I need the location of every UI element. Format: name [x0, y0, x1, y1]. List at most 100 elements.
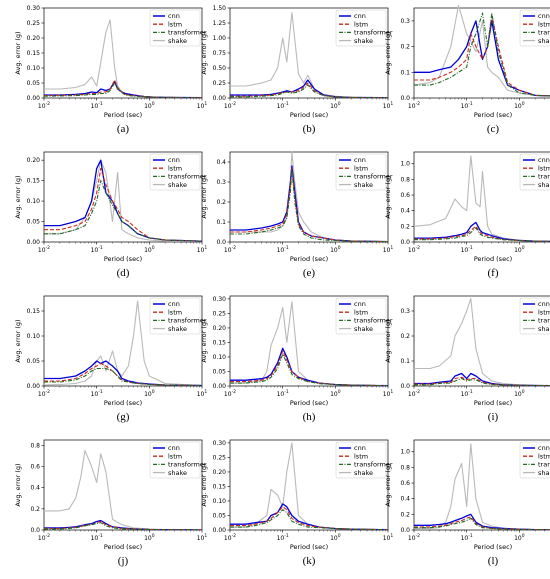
panel-k-series-lstm: [230, 506, 389, 531]
panel-c-ytick-label: 0.2: [400, 44, 410, 51]
panel-l-ytick-label: 0.4: [400, 496, 410, 503]
panel-h-legend-label-cnn: cnn: [354, 300, 366, 308]
panel-b-xtick-label: 100: [330, 101, 341, 110]
panel-e-xtick-label: 10-2: [224, 245, 236, 254]
panel-h-xtick-label: 101: [383, 389, 394, 398]
panel-d-ytick-label: 0.20: [27, 157, 41, 164]
panel-i-xtick-label: 10-2: [408, 389, 420, 398]
panel-k-xtick-label: 10-2: [224, 533, 236, 542]
panel-b-xtick-label: 101: [383, 101, 394, 110]
panel-i-legend-box: [519, 297, 550, 335]
panel-e-legend-label-lstm: lstm: [354, 164, 368, 172]
panel-j-caption: (j): [118, 555, 129, 567]
panel-h-caption: (h): [303, 411, 316, 423]
panel-d-xtick-label: 10-2: [38, 245, 50, 254]
panel-f-ytick-label: 0.2: [400, 223, 410, 230]
panel-e-ytick-label: 0.1: [216, 219, 226, 226]
panel-h-xtick-label: 10-2: [224, 389, 236, 398]
panel-c-legend-label-shake: shake: [538, 37, 550, 45]
panel-i-legend-label-transformer: transformer: [538, 317, 550, 325]
panel-l-xtick-label: 10-2: [408, 533, 420, 542]
panel-l-xtick-label: 10-1: [461, 533, 473, 542]
panel-b-series-transformer: [230, 84, 389, 99]
panel-j-xtick-label: 10-1: [91, 533, 103, 542]
panel-g-ytick-label: 0.15: [27, 308, 41, 315]
panel-g-series-shake: [43, 300, 203, 387]
panel-k-ytick-label: 0.15: [213, 483, 227, 490]
panel-e-ytick-label: 0.2: [216, 199, 226, 206]
panel-j-ytick-label: 0.2: [30, 506, 40, 513]
panel-c-xtick-label: 10-1: [461, 101, 473, 110]
panel-i-legend-label-lstm: lstm: [538, 308, 550, 316]
panel-f-ylabel: Avg. error (g): [384, 175, 392, 218]
panel-d-series-lstm: [44, 167, 203, 242]
panel-l-legend-label-lstm: lstm: [538, 452, 550, 460]
panel-k-ytick-label: 0.20: [213, 469, 227, 476]
panel-e-legend-label-cnn: cnn: [354, 156, 366, 164]
panel-h-ytick-label: 0.10: [213, 354, 227, 361]
panel-d-legend-label-transformer: transformer: [168, 173, 207, 181]
panel-a-legend-label-transformer: transformer: [168, 29, 207, 37]
panel-a-xtick-label: 100: [144, 101, 155, 110]
panel-c-legend-label-lstm: lstm: [538, 20, 550, 28]
panel-b-ytick-label: 0.50: [213, 65, 227, 72]
panel-f-xtick-label: 10-2: [408, 245, 420, 254]
panel-l-caption: (l): [488, 555, 499, 567]
panel-g-caption: (g): [117, 411, 130, 423]
panel-b-ytick-label: 1.50: [213, 5, 227, 12]
panel-h-axes-frame: [229, 295, 389, 387]
panel-l-legend-label-cnn: cnn: [538, 444, 550, 452]
panel-b-legend-label-cnn: cnn: [354, 12, 366, 20]
panel-k-series-transformer: [230, 509, 389, 531]
panel-a-legend-label-lstm: lstm: [168, 20, 182, 28]
panel-h-legend-box: [335, 297, 387, 335]
panel-e-series-transformer: [230, 169, 389, 243]
panel-h-ytick-label: 0.00: [213, 383, 227, 390]
panel-f-legend-label-transformer: transformer: [538, 173, 550, 181]
panel-c-caption: (c): [487, 123, 500, 135]
panel-d-legend-label-cnn: cnn: [168, 156, 180, 164]
panel-h-xtick-label: 100: [330, 389, 341, 398]
panel-j-xlabel: Period (sec): [104, 543, 142, 551]
panel-b-legend-label-lstm: lstm: [354, 20, 368, 28]
panel-b-ytick-label: 1.25: [213, 20, 227, 27]
panel-h-ytick-label: 0.20: [213, 325, 227, 332]
panel-i-legend-label-cnn: cnn: [538, 300, 550, 308]
panel-d-legend-label-shake: shake: [168, 181, 187, 189]
panel-g-legend-box: [149, 297, 201, 335]
panel-l-ylabel: Avg. error (g): [384, 463, 392, 506]
panel-l-series-lstm: [414, 516, 550, 531]
panel-l-ytick-label: 0.2: [400, 511, 410, 518]
panel-l-legend-label-transformer: transformer: [538, 461, 550, 469]
panel-j-xtick-label: 100: [144, 533, 155, 542]
panel-i-ylabel: Avg. error (g): [384, 319, 392, 362]
panel-e-axes-frame: [229, 151, 389, 243]
panel-j-axes-frame: [43, 439, 203, 531]
panel-f-xlabel: Period (sec): [474, 255, 512, 263]
panel-g-series-transformer: [44, 367, 203, 387]
panel-b-legend-label-shake: shake: [354, 37, 373, 45]
panel-a-legend-label-shake: shake: [168, 37, 187, 45]
panel-a-legend-box: [149, 9, 201, 47]
panel-k-xtick-label: 10-1: [277, 533, 289, 542]
panel-g-xlabel: Period (sec): [104, 399, 142, 407]
panel-k-ytick-label: 0.05: [213, 512, 227, 519]
panel-f-caption: (f): [488, 267, 499, 279]
panel-g-ytick-label: 0.00: [27, 383, 41, 390]
panel-i-legend-label-shake: shake: [538, 325, 550, 333]
panel-b-xtick-label: 10-2: [224, 101, 236, 110]
panel-b-xlabel: Period (sec): [290, 111, 328, 119]
panel-e-caption: (e): [303, 267, 316, 279]
panel-b-legend-box: [335, 9, 387, 47]
panel-a-xtick-label: 101: [197, 101, 208, 110]
panel-a-ytick-label: 0.30: [27, 5, 41, 12]
panel-f-legend-label-lstm: lstm: [538, 164, 550, 172]
panel-h-legend-label-lstm: lstm: [354, 308, 368, 316]
panel-h-ytick-label: 0.30: [213, 296, 227, 303]
panel-e-xlabel: Period (sec): [290, 255, 328, 263]
panel-j-ytick-label: 0.4: [30, 485, 40, 492]
panel-g-xtick-label: 10-2: [38, 389, 50, 398]
panel-a-series-cnn: [44, 80, 203, 99]
panel-d-ytick-label: 0.15: [27, 178, 41, 185]
